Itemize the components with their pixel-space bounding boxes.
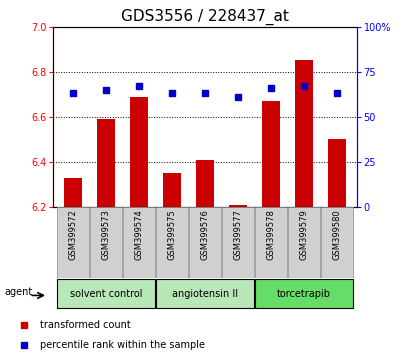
Text: GSM399574: GSM399574 bbox=[134, 209, 143, 260]
Bar bbox=[64, 178, 82, 207]
Bar bbox=[189, 207, 220, 278]
Bar bbox=[123, 207, 155, 278]
Bar bbox=[228, 205, 247, 207]
Text: torcetrapib: torcetrapib bbox=[276, 289, 330, 299]
Text: GSM399580: GSM399580 bbox=[332, 209, 341, 260]
Bar bbox=[196, 160, 213, 207]
Text: angiotensin II: angiotensin II bbox=[171, 289, 238, 299]
Bar bbox=[57, 280, 155, 308]
Text: GSM399577: GSM399577 bbox=[233, 209, 242, 260]
Bar bbox=[320, 207, 352, 278]
Bar bbox=[90, 207, 121, 278]
Bar bbox=[327, 139, 345, 207]
Text: GSM399576: GSM399576 bbox=[200, 209, 209, 260]
Text: GSM399579: GSM399579 bbox=[299, 209, 308, 260]
Text: GSM399578: GSM399578 bbox=[266, 209, 275, 260]
Bar bbox=[222, 207, 253, 278]
Text: transformed count: transformed count bbox=[40, 320, 130, 330]
Text: solvent control: solvent control bbox=[70, 289, 142, 299]
Text: GSM399572: GSM399572 bbox=[68, 209, 77, 260]
Bar bbox=[261, 101, 279, 207]
Bar bbox=[57, 207, 89, 278]
Title: GDS3556 / 228437_at: GDS3556 / 228437_at bbox=[121, 9, 288, 25]
Text: agent: agent bbox=[4, 287, 32, 297]
Bar bbox=[156, 207, 187, 278]
Text: GSM399575: GSM399575 bbox=[167, 209, 176, 260]
Bar bbox=[97, 119, 115, 207]
Bar bbox=[156, 280, 253, 308]
Text: GSM399573: GSM399573 bbox=[101, 209, 110, 260]
Bar bbox=[294, 61, 312, 207]
Bar bbox=[130, 97, 148, 207]
Bar bbox=[254, 207, 286, 278]
Bar bbox=[288, 207, 319, 278]
Text: percentile rank within the sample: percentile rank within the sample bbox=[40, 340, 204, 350]
Bar bbox=[162, 173, 181, 207]
Bar bbox=[254, 280, 352, 308]
